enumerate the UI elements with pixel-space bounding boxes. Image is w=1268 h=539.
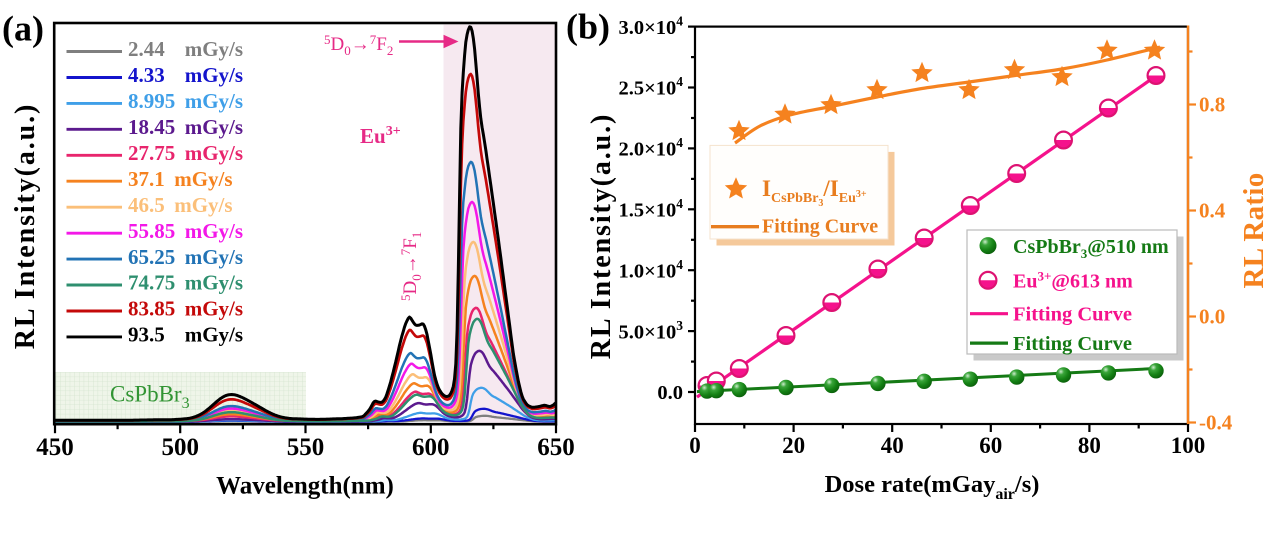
svg-text:450: 450 [36, 434, 74, 461]
svg-text:Eu3+@613 nm: Eu3+@613 nm [1013, 269, 1133, 293]
svg-text:80: 80 [1078, 433, 1101, 458]
svg-text:3.0×104: 3.0×104 [618, 13, 683, 39]
svg-text:0.8: 0.8 [1199, 93, 1225, 117]
svg-text:CsPbBr3@510 nm: CsPbBr3@510 nm [1013, 236, 1169, 261]
svg-text:0: 0 [689, 433, 701, 458]
svg-text:93.5 mGy/s: 93.5 mGy/s [128, 323, 243, 347]
svg-text:RL Intensity(a.u.): RL Intensity(a.u.) [10, 103, 41, 350]
svg-text:1.0×104: 1.0×104 [618, 257, 683, 283]
svg-text:0.4: 0.4 [1199, 199, 1226, 223]
svg-text:40: 40 [881, 433, 904, 458]
svg-text:27.75 mGy/s: 27.75 mGy/s [128, 141, 243, 165]
svg-text:55.85 mGy/s: 55.85 mGy/s [128, 219, 243, 243]
svg-text:Eu3+: Eu3+ [360, 124, 401, 148]
svg-text:20: 20 [782, 433, 805, 458]
svg-text:5D0→7F1: 5D0→7F1 [398, 232, 424, 301]
svg-text:8.995 mGy/s: 8.995 mGy/s [128, 89, 243, 113]
svg-text:1.5×104: 1.5×104 [618, 196, 683, 222]
svg-text:5D0→7F2: 5D0→7F2 [324, 32, 393, 58]
svg-text:4.33 mGy/s: 4.33 mGy/s [128, 63, 243, 87]
svg-text:46.5 mGy/s: 46.5 mGy/s [128, 193, 233, 217]
svg-text:2.0×104: 2.0×104 [618, 135, 683, 161]
svg-text:60: 60 [979, 433, 1002, 458]
svg-text:(a): (a) [2, 9, 44, 49]
svg-text:2.5×104: 2.5×104 [618, 74, 683, 100]
svg-text:2.44 mGy/s: 2.44 mGy/s [128, 37, 243, 61]
svg-text:RL Ratio: RL Ratio [1238, 173, 1268, 289]
svg-text:Wavelength(nm): Wavelength(nm) [216, 473, 394, 500]
svg-text:550: 550 [287, 434, 325, 461]
svg-text:0.0: 0.0 [657, 382, 683, 404]
svg-text:37.1 mGy/s: 37.1 mGy/s [128, 167, 233, 191]
svg-text:5.0×103: 5.0×103 [618, 318, 683, 344]
svg-text:650: 650 [537, 434, 575, 461]
svg-text:600: 600 [412, 434, 450, 461]
svg-text:500: 500 [161, 434, 199, 461]
svg-text:100: 100 [1171, 433, 1206, 458]
svg-text:Fitting Curve: Fitting Curve [1013, 304, 1132, 326]
svg-text:74.75 mGy/s: 74.75 mGy/s [128, 271, 243, 295]
svg-text:-0.4: -0.4 [1199, 411, 1233, 435]
svg-text:RL Intensity(a.u.): RL Intensity(a.u.) [586, 113, 617, 360]
svg-text:Fitting Curve: Fitting Curve [762, 216, 878, 238]
svg-text:Fitting Curve: Fitting Curve [1013, 333, 1132, 355]
svg-text:Dose rate(mGayair/s): Dose rate(mGayair/s) [825, 471, 1040, 503]
svg-text:18.45 mGy/s: 18.45 mGy/s [128, 115, 243, 139]
svg-text:0.0: 0.0 [1199, 305, 1225, 329]
svg-text:83.85 mGy/s: 83.85 mGy/s [128, 297, 243, 321]
svg-text:65.25 mGy/s: 65.25 mGy/s [128, 245, 243, 269]
svg-text:(b): (b) [566, 7, 610, 47]
